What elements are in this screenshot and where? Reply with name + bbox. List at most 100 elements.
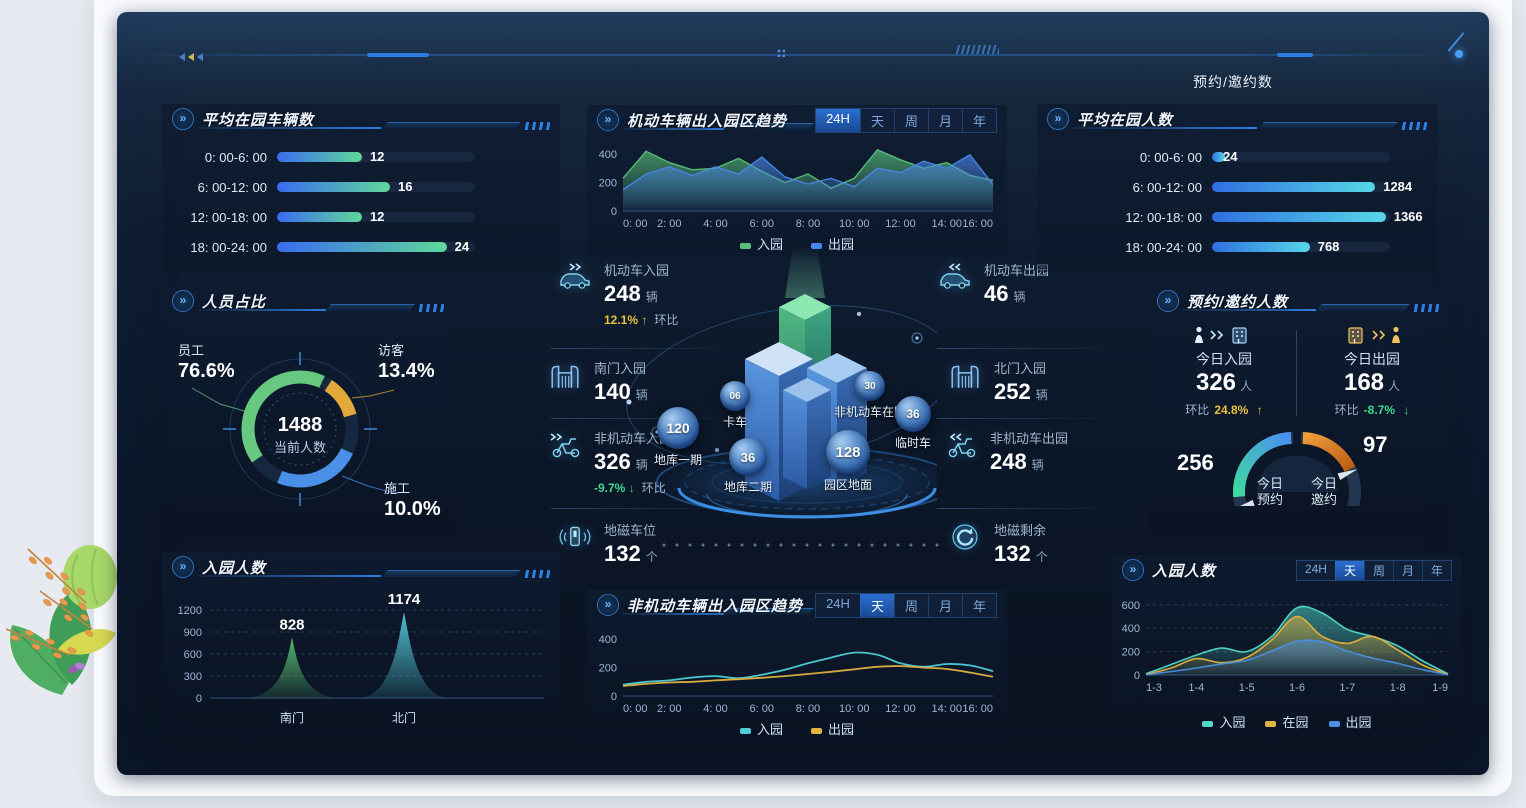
divider	[551, 508, 719, 509]
avg-vehicles-bars: 0: 00-6: 00 12 6: 00-12: 00 16 12: 00-18: 00…	[162, 134, 560, 262]
reservation-gauge-value: 256	[1177, 450, 1214, 475]
panel-arrow-icon: »	[1122, 559, 1144, 581]
tab-week[interactable]: 周	[893, 593, 928, 617]
panel-arrow-icon: »	[172, 556, 194, 578]
invitation-gauge-value: 97	[1363, 432, 1388, 457]
svg-text:10: 00: 10: 00	[839, 218, 870, 230]
svg-text:400: 400	[599, 634, 617, 646]
building-to-person-icon	[1303, 324, 1441, 346]
top-line-decoration	[127, 54, 1463, 56]
svg-text:10: 00: 10: 00	[839, 703, 870, 715]
stat-south-gate-entry: 南门入园 140 辆	[545, 358, 648, 405]
svg-text:4: 00: 4: 00	[703, 218, 727, 230]
zone-bubble[interactable]: 120	[657, 407, 699, 449]
zone-bubble[interactable]: 128	[826, 430, 870, 474]
svg-text:8: 00: 8: 00	[796, 703, 820, 715]
svg-text:北门: 北门	[392, 710, 416, 725]
tab-month[interactable]: 月	[1392, 560, 1422, 580]
entry-people-legend: 入园 在园 出园	[1112, 712, 1462, 731]
bar-row: 0: 00-6: 00 24	[1037, 142, 1437, 172]
tab-week[interactable]: 周	[1363, 560, 1393, 580]
panel-title: 平均在园人数	[1077, 111, 1174, 129]
svg-text:2: 00: 2: 00	[657, 703, 681, 715]
panel-avg-people: » 平均在园人数 0: 00-6: 00 24 6: 00-12: 00 1284 12…	[1037, 104, 1437, 272]
today-entry-block: 今日入园 326 人 环比 24.8%	[1155, 324, 1293, 418]
plant-decoration	[5, 545, 117, 695]
zone-bubble-label: 地库一期	[653, 453, 702, 467]
svg-text:12: 00: 12: 00	[885, 218, 916, 230]
panel-arrow-icon: »	[172, 108, 194, 130]
motor-trend-legend: 入园 出园	[587, 234, 1007, 253]
motor-trend-tabs: 24H 天 周 月 年	[815, 107, 997, 133]
tab-day[interactable]: 天	[859, 593, 894, 617]
tab-month[interactable]: 月	[927, 108, 962, 132]
dotted-separator	[661, 542, 939, 548]
top-line-segment-2	[1277, 53, 1313, 57]
panel-arrow-icon: »	[1157, 290, 1179, 312]
tab-year[interactable]: 年	[1421, 560, 1451, 580]
bar-row: 6: 00-12: 00 1284	[1132, 179, 1413, 195]
reservation-gauge-label: 今日 预约	[1256, 476, 1283, 507]
svg-text:16: 00: 16: 00	[962, 218, 993, 230]
svg-text:600: 600	[184, 649, 202, 661]
today-exit-label: 今日出园	[1344, 351, 1400, 367]
panel-title: 人员占比	[202, 293, 267, 311]
zone-bubble-label: 非机动车在园	[833, 405, 906, 419]
stat-motor-exit: 机动车出园 46 辆	[935, 260, 1049, 307]
divider	[551, 418, 719, 419]
tab-24h[interactable]: 24H	[826, 595, 850, 611]
donut-label-construction: 施工 10.0%	[384, 481, 441, 520]
zone-bubble-label: 园区地面	[823, 478, 872, 492]
svg-text:200: 200	[599, 178, 617, 190]
vertical-divider	[1296, 330, 1297, 416]
today-exit-block: 今日出园 168 人 环比 -8.7%	[1303, 324, 1441, 418]
tab-24h[interactable]: 24H	[816, 108, 860, 132]
tab-day[interactable]: 天	[1334, 560, 1364, 580]
svg-text:1-7: 1-7	[1339, 682, 1355, 694]
top-line-dot	[1455, 50, 1463, 58]
divider	[937, 418, 1105, 419]
tab-year[interactable]: 年	[961, 593, 996, 617]
person-to-building-icon	[1155, 324, 1293, 346]
svg-text:0: 0	[611, 206, 617, 218]
divider	[551, 348, 719, 349]
svg-text:1174: 1174	[388, 591, 421, 608]
top-dots-decoration	[777, 49, 785, 57]
panel-nonmotor-trend: » 非机动车辆出入园区趋势 24H 天 周 月 年 400 200 0 0: 00 2:…	[587, 590, 1007, 742]
panel-title: 非机动车辆出入园区趋势	[627, 597, 804, 615]
svg-text:南门: 南门	[280, 710, 304, 725]
car-exit-icon	[935, 260, 975, 294]
svg-text:4: 00: 4: 00	[703, 703, 727, 715]
svg-text:828: 828	[279, 616, 304, 633]
svg-text:400: 400	[1122, 623, 1140, 635]
svg-text:14: 00: 14: 00	[931, 703, 962, 715]
zone-bubble[interactable]: 36	[729, 438, 767, 476]
svg-text:600: 600	[1122, 600, 1140, 612]
zone-bubble[interactable]: 36	[895, 396, 931, 432]
panel-arrow-icon: »	[597, 594, 619, 616]
tab-day[interactable]: 天	[859, 108, 894, 132]
car-entry-icon	[555, 260, 595, 294]
divider	[937, 348, 1105, 349]
panel-entry-people-gates: » 入园人数 1200 900 600 300 0 828 南门 1174 北门	[162, 552, 560, 736]
zone-bubble[interactable]: 30	[855, 371, 885, 401]
panel-title: 入园人数	[202, 559, 267, 577]
scooter-entry-icon	[545, 428, 585, 462]
tab-24h[interactable]: 24H	[1304, 561, 1327, 576]
today-entry-label: 今日入园	[1196, 351, 1252, 367]
gate-entry-spike-chart: 1200 900 600 300 0 828 南门 1174 北门	[178, 591, 544, 725]
tab-month[interactable]: 月	[927, 593, 962, 617]
tab-year[interactable]: 年	[961, 108, 996, 132]
panel-staff-ratio: » 人员占比 员工 76.6% 访客 13.4% 施工 10.0% 1488 当前人数	[162, 286, 454, 538]
gate-icon	[945, 358, 985, 392]
tab-week[interactable]: 周	[893, 108, 928, 132]
svg-text:0: 0	[611, 691, 617, 703]
svg-text:1-4: 1-4	[1188, 682, 1204, 694]
bar-row: 0: 00-6: 00 12	[162, 142, 560, 172]
svg-text:400: 400	[599, 149, 617, 161]
panel-arrow-icon: »	[172, 290, 194, 312]
svg-text:16: 00: 16: 00	[962, 703, 993, 715]
zone-bubble[interactable]: 06	[720, 381, 750, 411]
donut-label-staff: 员工 76.6%	[178, 343, 235, 382]
